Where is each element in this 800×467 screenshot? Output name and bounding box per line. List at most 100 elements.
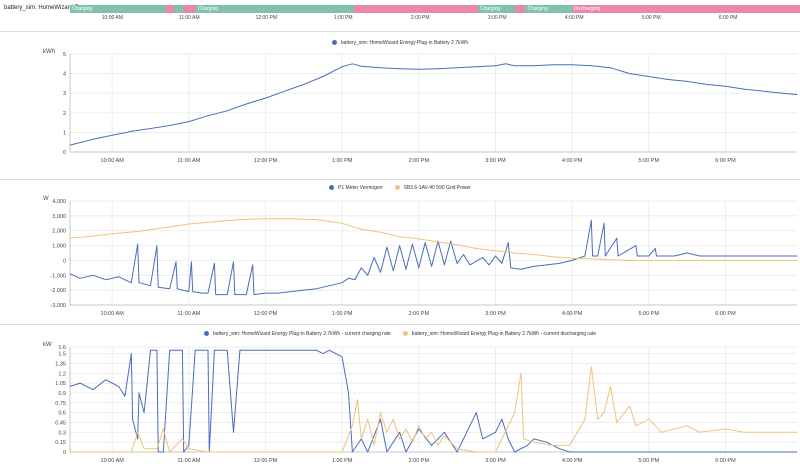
divider xyxy=(0,31,800,32)
data-point xyxy=(380,271,381,273)
legend-item[interactable]: P1 Meter Vermogen xyxy=(329,185,383,191)
data-point xyxy=(673,255,675,257)
data-point xyxy=(329,349,330,351)
data-point xyxy=(648,260,650,261)
data-point xyxy=(418,238,420,240)
data-point xyxy=(245,103,247,105)
timeline-segment-discharging[interactable] xyxy=(164,5,174,13)
data-point xyxy=(705,84,707,85)
timeline-state-bar[interactable]: Charging Charging Charging Charging Discharg… xyxy=(70,5,800,13)
series-line xyxy=(69,218,797,261)
data-point xyxy=(725,428,726,430)
data-point xyxy=(290,218,292,220)
data-point xyxy=(469,425,471,427)
data-point xyxy=(590,366,592,368)
data-point xyxy=(763,255,765,257)
data-point xyxy=(182,438,183,440)
data-point xyxy=(341,222,343,224)
data-point xyxy=(475,412,477,413)
x-tick-label: 2:00 PM xyxy=(409,458,430,464)
legend-label: battery_sim: HomeWizard Energy Plug-in B… xyxy=(411,331,597,337)
data-point xyxy=(169,125,171,126)
legend-item[interactable]: SB3.6-1AV-40 590 Grid Power xyxy=(394,185,471,191)
data-point xyxy=(648,451,650,453)
data-point xyxy=(111,451,113,453)
data-point xyxy=(636,255,638,257)
data-point xyxy=(546,441,547,443)
timeline-segment-charging[interactable] xyxy=(477,5,516,13)
legend-item[interactable]: battery_sim: HomeWizard Energy Plug-in B… xyxy=(402,331,597,337)
timeline-tick-label: 2:00 PM xyxy=(410,15,430,21)
energy-chart-card: battery_sim: HomeWizard Energy Plug-in B… xyxy=(0,34,800,178)
y-tick-label: 0 xyxy=(63,150,66,156)
timeline-segment-charging[interactable] xyxy=(173,5,183,13)
data-point xyxy=(437,240,439,242)
y-tick-label: 1,000 xyxy=(52,244,66,250)
data-point xyxy=(245,294,247,295)
data-point xyxy=(514,451,515,453)
timeline-segment-discharging[interactable] xyxy=(571,5,800,13)
data-point xyxy=(686,252,688,254)
x-tick-label: 10:00 AM xyxy=(101,458,125,464)
data-point xyxy=(725,85,726,87)
timeline-segment-discharging[interactable] xyxy=(182,5,196,13)
timeline-segment-charging[interactable] xyxy=(525,5,572,13)
data-point xyxy=(552,64,554,66)
data-point xyxy=(750,255,752,257)
timeline-entity-label: battery_sim: HomeWizard Ene… xyxy=(4,5,92,11)
data-point xyxy=(316,349,317,351)
timeline-segment-charging[interactable] xyxy=(195,5,354,13)
x-tick-label: 4:00 PM xyxy=(562,158,583,164)
data-point xyxy=(156,245,158,246)
legend-dot-icon xyxy=(203,331,209,337)
divider xyxy=(0,324,800,325)
data-point xyxy=(463,254,464,255)
data-point xyxy=(132,418,134,420)
legend-item[interactable]: battery_sim: HomeWizard Energy Plug-in B… xyxy=(203,331,391,337)
data-point xyxy=(610,386,611,387)
data-point xyxy=(507,438,509,440)
data-point xyxy=(380,412,381,413)
data-point xyxy=(176,288,178,290)
y-tick-label: 2,000 xyxy=(52,229,66,235)
data-point xyxy=(392,270,394,272)
data-point xyxy=(239,219,241,220)
data-point xyxy=(629,260,630,261)
y-tick-label: 3 xyxy=(63,91,66,97)
data-point xyxy=(105,379,107,381)
data-point xyxy=(629,405,630,407)
y-tick-label: 1 xyxy=(63,130,66,136)
timeline-segment-discharging[interactable] xyxy=(353,5,478,13)
data-point xyxy=(482,257,484,258)
legend-dot-icon xyxy=(331,40,337,46)
series-line xyxy=(69,63,798,146)
timeline-segment-charging[interactable] xyxy=(70,5,165,13)
data-point xyxy=(431,266,432,267)
data-point xyxy=(725,451,726,453)
data-point xyxy=(590,65,592,67)
y-axis-unit-label: kWh xyxy=(43,49,55,55)
data-point xyxy=(303,349,305,351)
data-point xyxy=(138,392,140,394)
data-point xyxy=(495,250,496,252)
data-point xyxy=(137,243,139,245)
legend-item[interactable]: battery_sim: HomeWizard Energy Plug-in B… xyxy=(331,40,468,46)
chart-legend[interactable]: battery_sim: HomeWizard Energy Plug-in B… xyxy=(0,40,800,46)
rate-line-chart[interactable]: kW 0 0.15 0.3 0.45 0.6 0.75 0.9 1.05 1.2 1.35 1.51.… xyxy=(0,327,800,467)
data-point xyxy=(367,418,369,420)
power-line-chart[interactable]: W -3,000 -2,000 -1,000 0 1,000 2,000 3,000 4,000… xyxy=(0,181,800,323)
data-point xyxy=(533,254,535,255)
data-point xyxy=(156,448,158,450)
energy-line-chart[interactable]: kWh 0 1 2 3 4 5 10:00 AM 11:00 AM 12:00 PM 1:00 PM… xyxy=(0,34,800,178)
timeline-segment-discharging[interactable] xyxy=(515,5,526,13)
data-point xyxy=(559,263,560,264)
data-point xyxy=(207,292,209,294)
chart-legend[interactable]: battery_sim: HomeWizard Energy Plug-in B… xyxy=(0,331,800,337)
data-point xyxy=(290,291,292,292)
data-point xyxy=(162,428,164,430)
data-point xyxy=(656,255,657,257)
y-tick-label: 4,000 xyxy=(52,199,66,205)
data-point xyxy=(367,451,369,453)
data-point xyxy=(192,291,194,292)
chart-legend[interactable]: P1 Meter Vermogen SB3.6-1AV-40 590 Grid P… xyxy=(0,185,800,191)
